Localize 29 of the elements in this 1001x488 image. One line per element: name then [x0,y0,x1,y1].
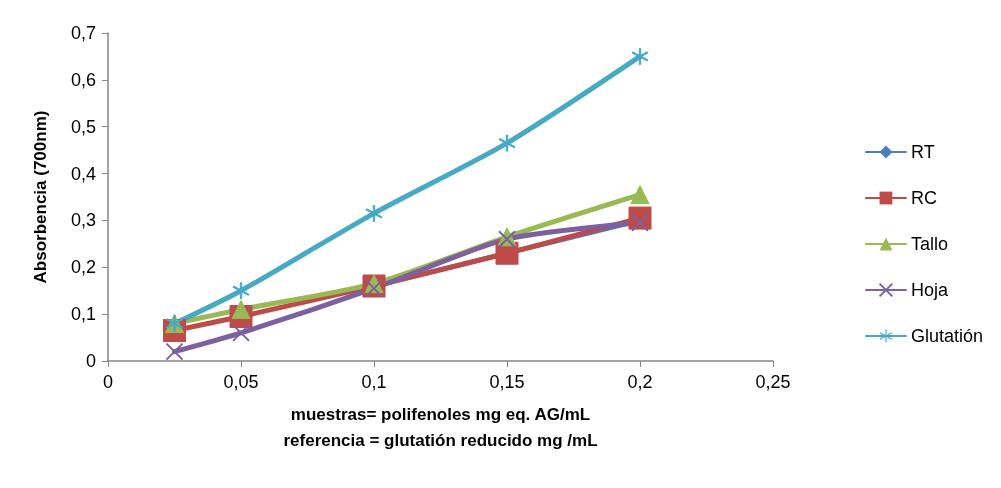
x-tick-label: 0,15 [489,372,525,392]
x-tick-label: 0,25 [755,372,791,392]
point [630,185,650,205]
point [231,299,251,319]
legend-label: RC [910,188,937,208]
y-tick-label: 0,1 [70,304,96,325]
legend-label: Tallo [910,234,948,254]
y-tick-label: 0,2 [70,257,96,278]
point [232,282,250,300]
y-tick-label: 0,5 [70,116,96,137]
x-tick-label: 0,1 [361,372,387,392]
point [365,204,383,222]
point [232,323,250,342]
y-tick-label: 0,6 [70,69,96,90]
y-tick-label: 0,4 [70,163,96,184]
x-tick-label: 0,05 [223,372,259,392]
x-tick-label: 0,2 [627,372,653,392]
legend-label: Hoja [910,280,949,300]
legend-label: RT [910,142,935,162]
legend-label: Glutatión [910,326,983,346]
x-tick-label: 0 [102,372,114,392]
y-tick-label: 0 [85,351,96,371]
y-tick-label: 0,3 [70,210,96,231]
y-tick-label: 0,7 [70,23,96,43]
y-axis-title: Absorbencia (700nm) [30,110,50,284]
point [631,47,649,65]
x-axis-title: muestras= polifenoles mg eq. AG/mL referencia = glutatión reducido mg /mL [283,404,598,450]
point [498,134,516,152]
point [165,342,184,361]
